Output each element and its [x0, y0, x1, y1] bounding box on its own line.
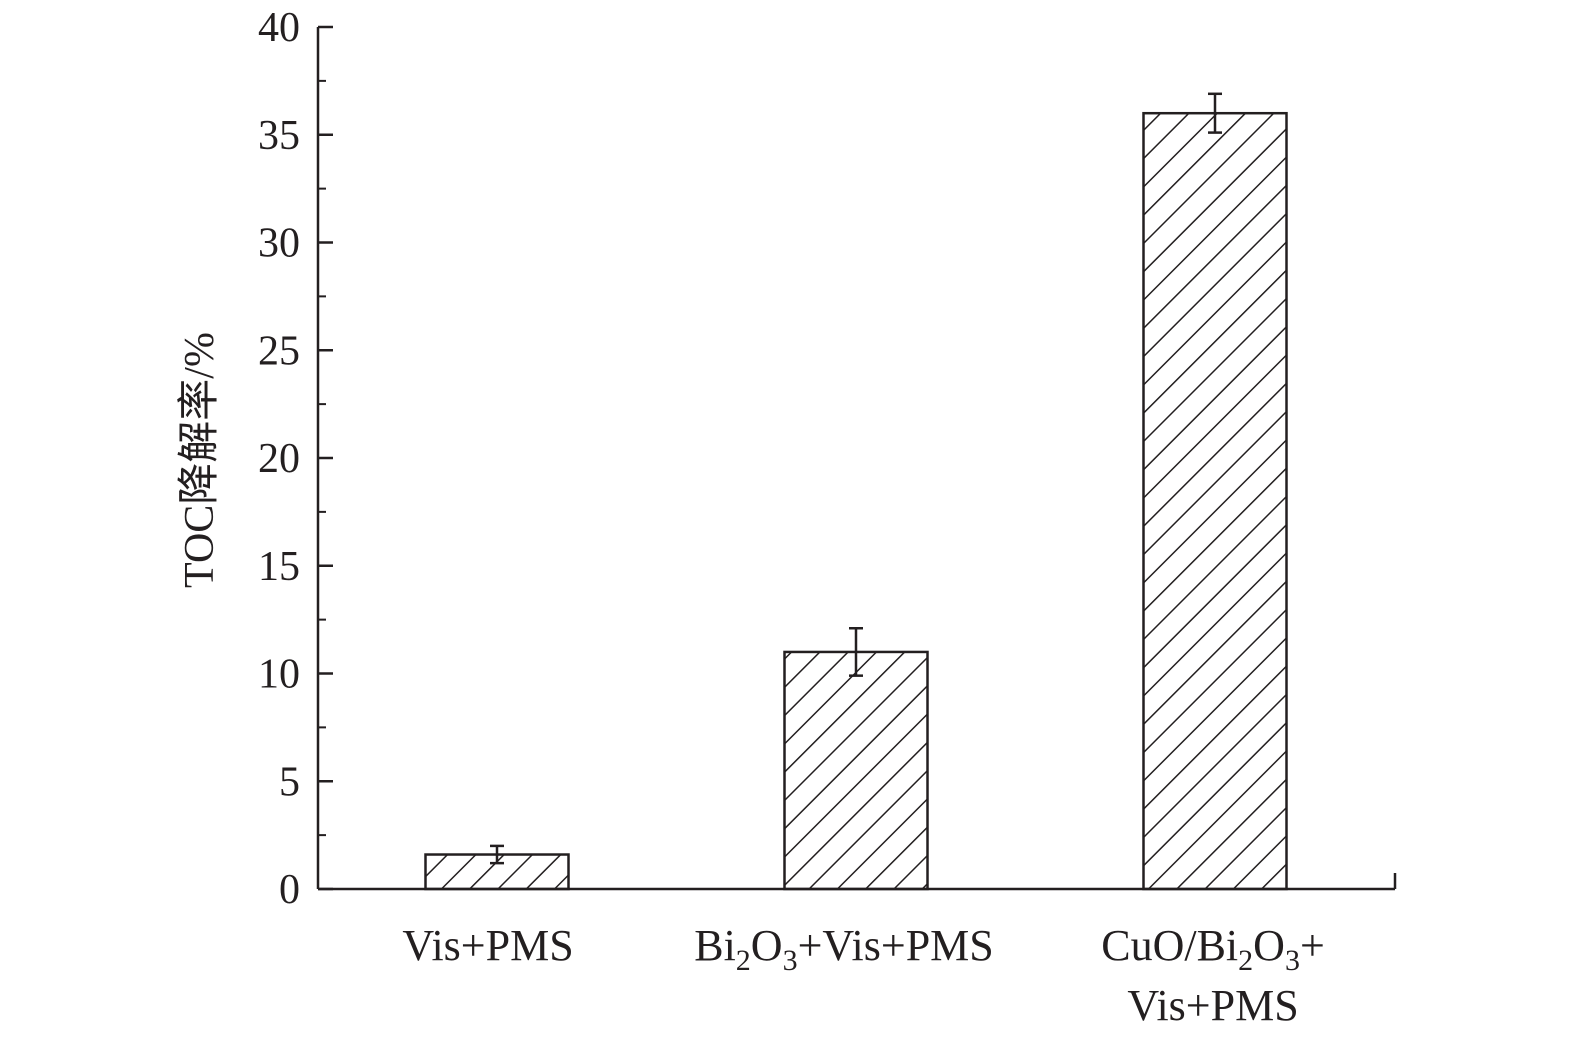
x-category-label: Vis+PMS	[402, 921, 573, 970]
bars	[424, 111, 1288, 891]
bar	[783, 650, 929, 891]
y-tick-label: 15	[258, 544, 300, 590]
x-category-label: Bi2O3+Vis+PMS	[694, 921, 994, 977]
y-tick-label: 40	[258, 5, 300, 51]
y-tick-label: 5	[279, 759, 300, 805]
x-category-label: Vis+PMS	[1127, 981, 1298, 1030]
y-tick-label: 30	[258, 221, 300, 267]
y-tick-label: 25	[258, 328, 300, 374]
x-axis-category-labels: Vis+PMS Bi2O3+Vis+PMS CuO/Bi2O3+Vis+PMS	[402, 921, 1324, 1030]
y-tick-label: 35	[258, 113, 300, 159]
y-tick-label: 20	[258, 436, 300, 482]
y-axis-title: TOC降解率/%	[176, 332, 223, 588]
axes: 0 5 10 15 20 25 30 35 40	[258, 5, 1397, 913]
x-category-label: CuO/Bi2O3+	[1101, 921, 1325, 977]
y-tick-label: 10	[258, 652, 300, 698]
error-bars	[490, 92, 1222, 865]
bar	[1142, 111, 1288, 891]
y-tick-label: 0	[279, 867, 300, 913]
